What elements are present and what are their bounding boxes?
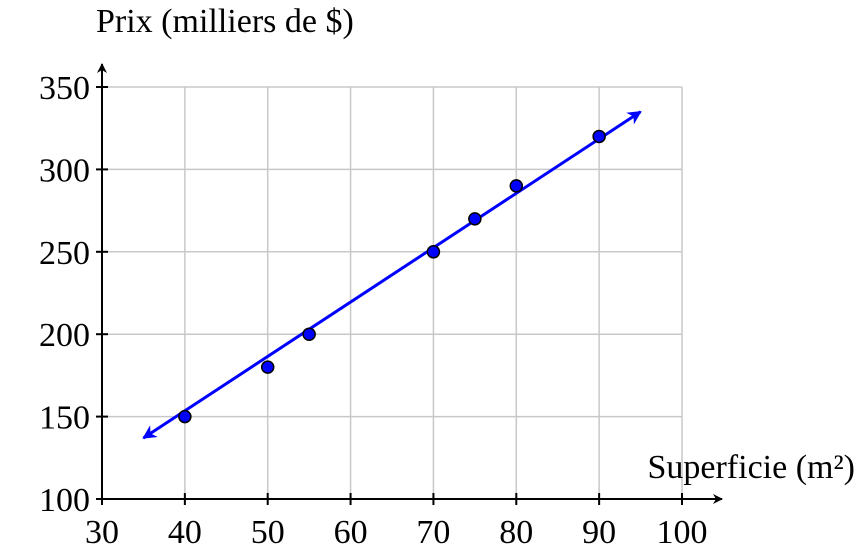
fit-line [142, 110, 642, 440]
point [178, 409, 192, 424]
grid [101, 86, 683, 500]
x-tick-label: 40 [168, 514, 202, 551]
x-tick-label: 60 [334, 514, 368, 551]
y-axis-label: Prix (milliers de $) [96, 3, 354, 40]
x-tick-label: 30 [85, 514, 119, 551]
x-tick-label: 80 [499, 514, 533, 551]
x-tick-label: 90 [582, 514, 616, 551]
y-tick-label: 250 [39, 235, 90, 272]
x-axis-label: Superficie (m²) [647, 449, 855, 486]
y-tick-label: 350 [39, 70, 90, 107]
y-tick-label: 150 [39, 400, 90, 437]
point [509, 179, 524, 193]
point [468, 212, 482, 226]
x-tick-label: 100 [657, 514, 708, 551]
x-tick-label: 70 [416, 514, 450, 551]
point [592, 129, 606, 144]
point [260, 360, 275, 374]
y-tick-label: 100 [39, 482, 90, 519]
point [302, 327, 316, 341]
y-tick-label: 300 [39, 152, 90, 189]
x-tick-label: 50 [251, 514, 285, 551]
y-tick-label: 200 [39, 317, 90, 354]
point [426, 245, 441, 259]
